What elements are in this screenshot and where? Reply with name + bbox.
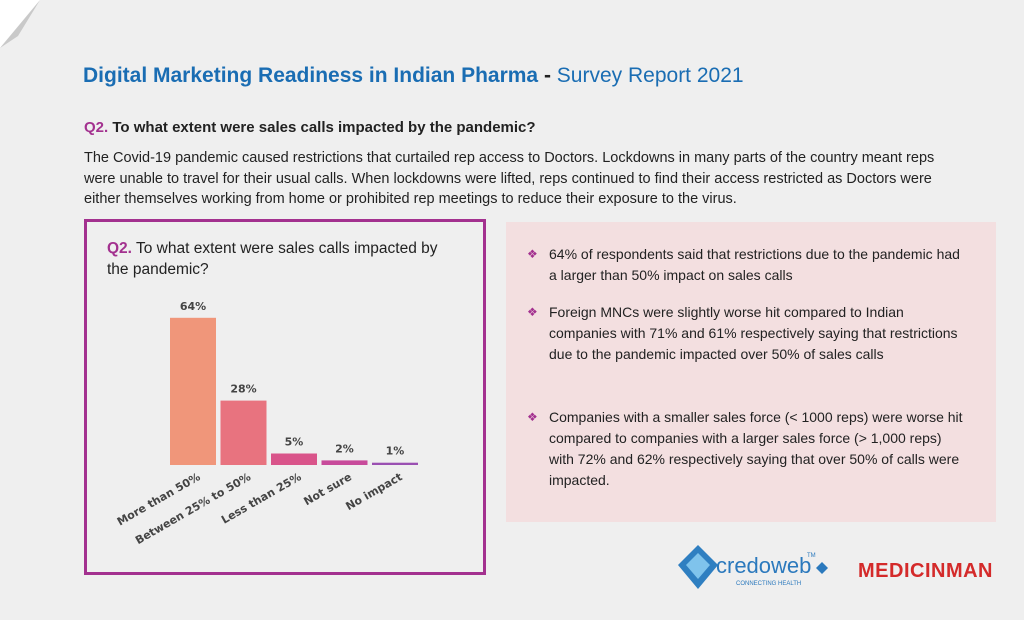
value-label: 2% [335,442,354,455]
trademark: TM [807,553,816,559]
bar [220,400,267,465]
folded-corner [0,0,40,48]
logo-small-diamond [816,562,828,574]
question: Q2. To what extent were sales calls impa… [84,119,536,136]
bullet: Companies with a smaller sales force (< … [527,407,969,491]
bar [321,460,368,465]
value-label: 1% [386,445,405,458]
chart-title-label: Q2. [107,240,132,257]
title-main: Digital Marketing Readiness in Indian Ph… [83,64,539,87]
value-label: 28% [230,383,256,396]
credoweb-logo: credoweb TM CONNECTING HEALTH [678,545,828,589]
title-separator: - [543,64,551,87]
bullet-box: 64% of respondents said that restriction… [506,222,996,522]
chart-title: Q2. To what extent were sales calls impac… [107,238,457,280]
intro-paragraph: The Covid-19 pandemic caused restriction… [84,150,935,207]
category-label: More than 50% [115,470,203,528]
bar [271,453,317,465]
tagline: CONNECTING HEALTH [736,581,801,587]
question-label: Q2. [84,119,109,136]
page-title: Digital Marketing Readiness in Indian Ph… [83,64,744,88]
chart: 64%More than 50%28%Between 25% to 50%5%L… [115,300,418,547]
bullet: 64% of respondents said that restriction… [527,244,969,286]
bar [372,462,418,465]
category-label: No impact [344,470,405,513]
title-sub: Survey Report 2021 [556,64,744,87]
credoweb-name: credoweb [716,553,811,578]
value-label: 64% [180,300,206,313]
question-text: To what extent were sales calls impacted… [112,119,536,136]
chart-box: Q2. To what extent were sales calls impac… [84,219,486,575]
bar [170,317,216,465]
chart-title-text: To what extent were sales calls impacted… [107,240,438,278]
logo-diamond-inner [686,553,710,579]
bullet: Foreign MNCs were slightly worse hit com… [527,302,969,365]
medicinman-logo: MEDICINMAN [858,560,993,582]
value-label: 5% [285,436,304,449]
